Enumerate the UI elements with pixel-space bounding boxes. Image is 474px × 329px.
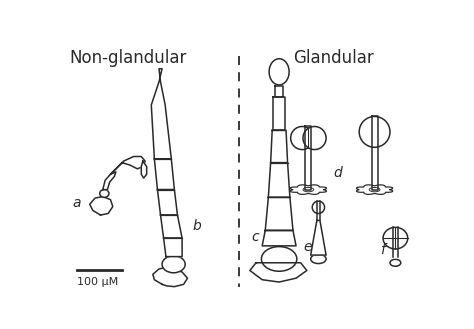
Ellipse shape (383, 227, 408, 249)
Text: Glandular: Glandular (293, 49, 374, 67)
Ellipse shape (390, 259, 401, 266)
Polygon shape (393, 227, 398, 257)
Text: a: a (72, 196, 81, 210)
Polygon shape (90, 196, 113, 215)
Text: d: d (334, 165, 343, 180)
Polygon shape (356, 185, 393, 194)
Polygon shape (310, 220, 326, 255)
Polygon shape (262, 230, 296, 246)
Polygon shape (265, 197, 293, 230)
Ellipse shape (100, 190, 109, 197)
Text: Non-glandular: Non-glandular (70, 49, 187, 67)
Polygon shape (151, 69, 171, 159)
Polygon shape (271, 130, 288, 163)
Ellipse shape (269, 59, 289, 85)
Polygon shape (317, 201, 320, 220)
Circle shape (303, 126, 326, 150)
Polygon shape (141, 161, 146, 178)
Text: b: b (193, 219, 201, 234)
Polygon shape (275, 86, 283, 97)
Ellipse shape (369, 188, 380, 192)
Polygon shape (273, 97, 285, 130)
Polygon shape (305, 126, 311, 190)
Polygon shape (161, 215, 182, 238)
Ellipse shape (162, 256, 185, 273)
Ellipse shape (261, 247, 297, 271)
Text: e: e (304, 240, 312, 254)
Ellipse shape (303, 188, 314, 192)
Polygon shape (250, 263, 307, 282)
Polygon shape (157, 190, 177, 215)
Polygon shape (110, 157, 145, 174)
Circle shape (312, 201, 325, 214)
Polygon shape (290, 185, 327, 194)
Polygon shape (268, 163, 290, 197)
Text: f: f (380, 242, 385, 257)
Text: 100 μM: 100 μM (77, 277, 118, 288)
Polygon shape (103, 172, 116, 190)
Polygon shape (155, 159, 174, 190)
Text: c: c (251, 230, 259, 244)
Circle shape (291, 126, 314, 150)
Polygon shape (164, 238, 182, 257)
Circle shape (359, 116, 390, 147)
Ellipse shape (310, 254, 326, 264)
Polygon shape (153, 267, 188, 287)
Polygon shape (372, 116, 378, 190)
